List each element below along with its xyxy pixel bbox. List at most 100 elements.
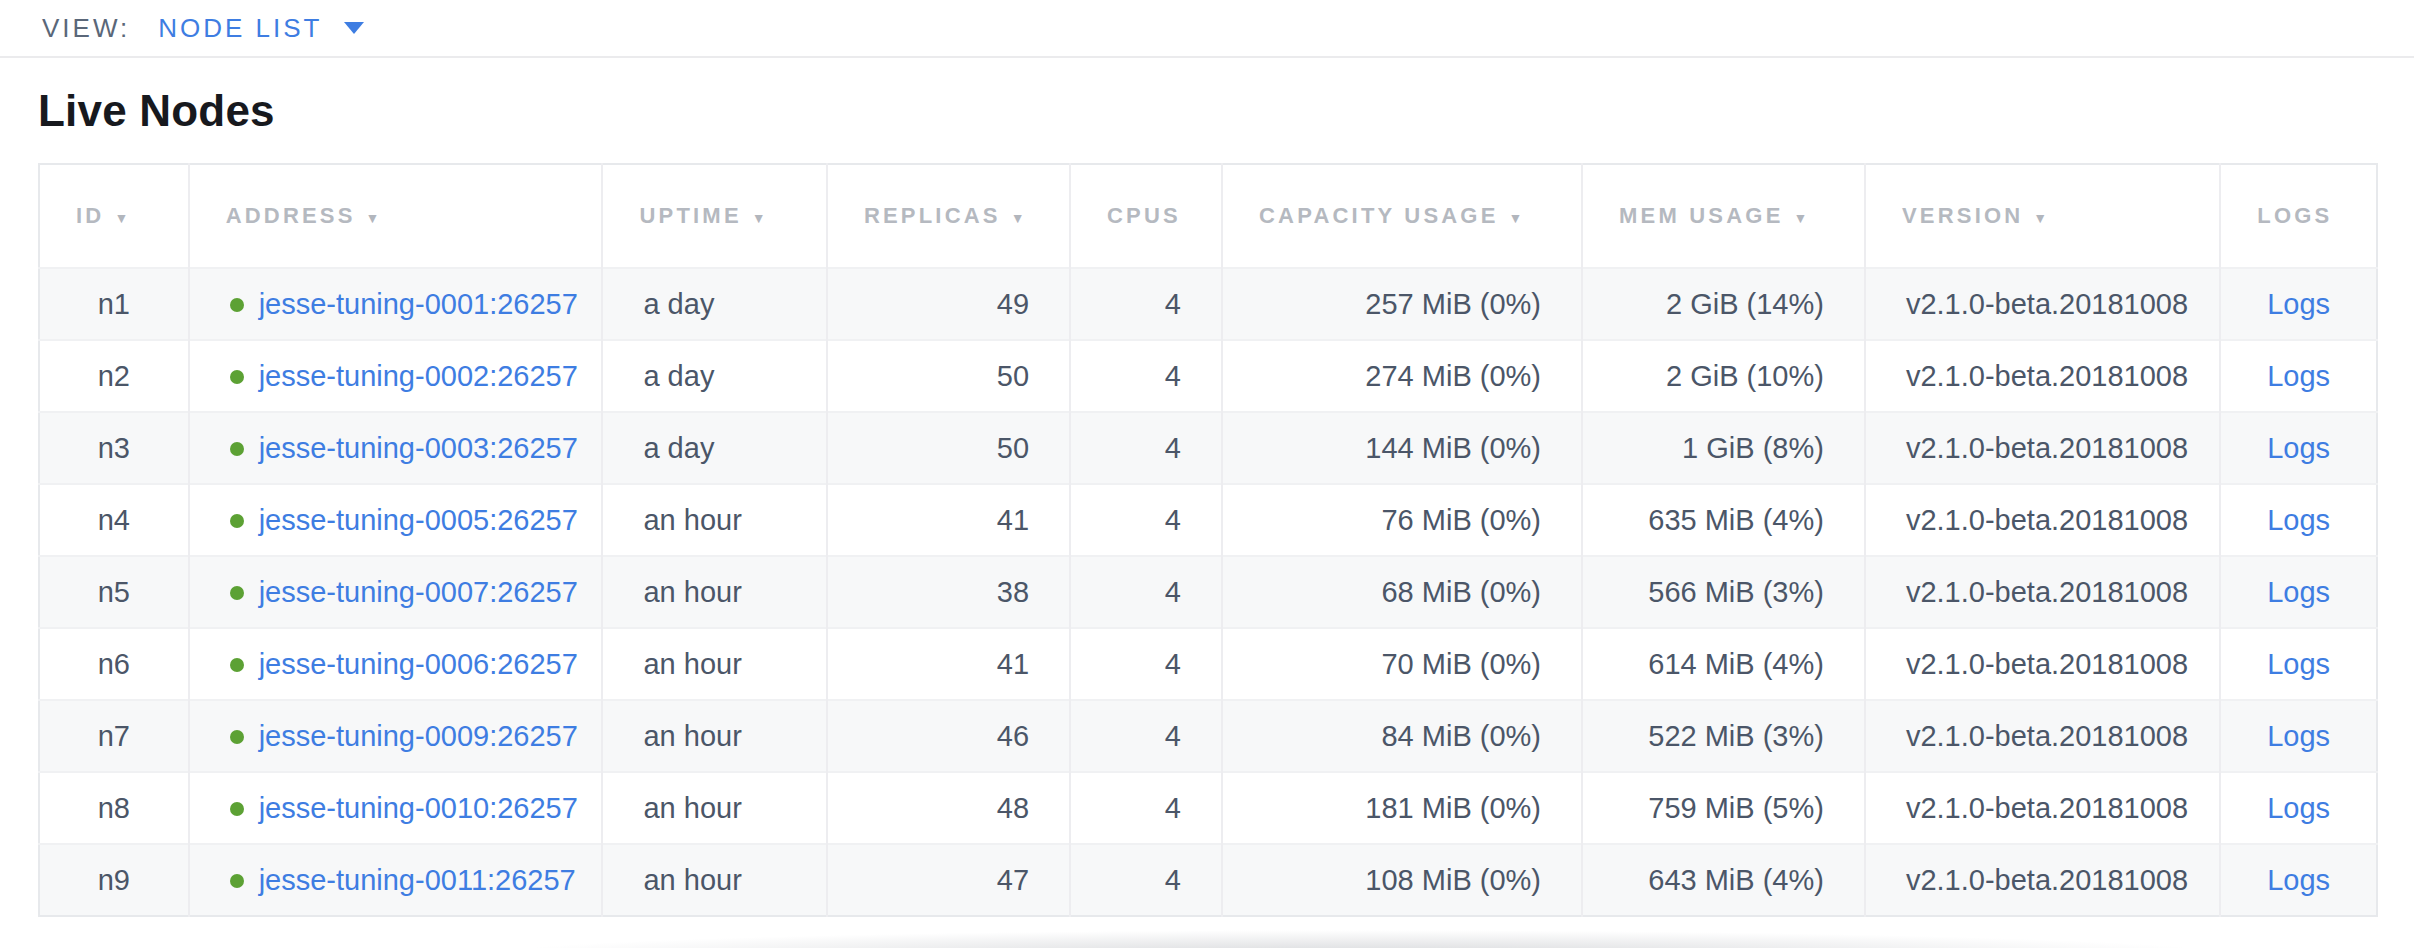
node-id-cell: n1 xyxy=(39,268,189,340)
node-logs-cell: Logs xyxy=(2220,844,2377,916)
sort-desc-icon xyxy=(2033,210,2050,226)
live-status-dot xyxy=(230,442,244,456)
node-replicas-cell: 41 xyxy=(827,484,1070,556)
node-mem-cell: 2 GiB (10%) xyxy=(1582,340,1865,412)
live-status-dot xyxy=(230,514,244,528)
column-header-label: VERSION xyxy=(1902,203,2023,228)
node-cpus-cell: 4 xyxy=(1070,484,1222,556)
node-address-link[interactable]: jesse-tuning-0002:26257 xyxy=(259,360,578,392)
node-address-link[interactable]: jesse-tuning-0001:26257 xyxy=(259,288,578,320)
node-logs-cell: Logs xyxy=(2220,412,2377,484)
node-mem-cell: 1 GiB (8%) xyxy=(1582,412,1865,484)
node-id-cell: n7 xyxy=(39,700,189,772)
node-address-cell: jesse-tuning-0001:26257 xyxy=(189,268,603,340)
node-address-link[interactable]: jesse-tuning-0005:26257 xyxy=(259,504,578,536)
node-cpus-cell: 4 xyxy=(1070,412,1222,484)
node-address-cell: jesse-tuning-0009:26257 xyxy=(189,700,603,772)
node-logs-link[interactable]: Logs xyxy=(2267,864,2330,896)
node-id-cell: n4 xyxy=(39,484,189,556)
node-version-cell: v2.1.0-beta.20181008 xyxy=(1865,340,2220,412)
node-logs-link[interactable]: Logs xyxy=(2267,360,2330,392)
node-cpus-cell: 4 xyxy=(1070,268,1222,340)
column-header-id[interactable]: ID xyxy=(39,164,189,268)
live-nodes-table-container: ID ADDRESS UPTIME REPLICAS CPUS CAPACITY… xyxy=(38,163,2378,917)
live-status-dot xyxy=(230,802,244,816)
column-header-capacity-usage[interactable]: CAPACITY USAGE xyxy=(1222,164,1582,268)
node-address-link[interactable]: jesse-tuning-0011:26257 xyxy=(259,864,576,896)
node-logs-link[interactable]: Logs xyxy=(2267,720,2330,752)
node-mem-cell: 566 MiB (3%) xyxy=(1582,556,1865,628)
node-logs-link[interactable]: Logs xyxy=(2267,288,2330,320)
node-logs-link[interactable]: Logs xyxy=(2267,576,2330,608)
column-header-address[interactable]: ADDRESS xyxy=(189,164,603,268)
node-capacity-cell: 84 MiB (0%) xyxy=(1222,700,1582,772)
view-label: VIEW: xyxy=(42,13,130,44)
node-address-cell: jesse-tuning-0003:26257 xyxy=(189,412,603,484)
node-version-cell: v2.1.0-beta.20181008 xyxy=(1865,628,2220,700)
node-uptime-cell: an hour xyxy=(602,484,826,556)
node-logs-cell: Logs xyxy=(2220,340,2377,412)
live-nodes-table: ID ADDRESS UPTIME REPLICAS CPUS CAPACITY… xyxy=(38,163,2378,917)
node-logs-link[interactable]: Logs xyxy=(2267,792,2330,824)
node-logs-link[interactable]: Logs xyxy=(2267,432,2330,464)
node-address-link[interactable]: jesse-tuning-0006:26257 xyxy=(259,648,578,680)
node-address-link[interactable]: jesse-tuning-0009:26257 xyxy=(259,720,578,752)
node-cpus-cell: 4 xyxy=(1070,772,1222,844)
column-header-label: MEM USAGE xyxy=(1619,203,1783,228)
node-version-cell: v2.1.0-beta.20181008 xyxy=(1865,772,2220,844)
node-capacity-cell: 144 MiB (0%) xyxy=(1222,412,1582,484)
node-replicas-cell: 49 xyxy=(827,268,1070,340)
node-mem-cell: 2 GiB (14%) xyxy=(1582,268,1865,340)
column-header-uptime[interactable]: UPTIME xyxy=(602,164,826,268)
column-header-label: REPLICAS xyxy=(864,203,1001,228)
node-version-cell: v2.1.0-beta.20181008 xyxy=(1865,412,2220,484)
view-dropdown[interactable]: NODE LIST xyxy=(158,13,322,44)
node-uptime-cell: an hour xyxy=(602,772,826,844)
node-id-cell: n8 xyxy=(39,772,189,844)
column-header-cpus[interactable]: CPUS xyxy=(1070,164,1222,268)
node-address-cell: jesse-tuning-0005:26257 xyxy=(189,484,603,556)
node-address-link[interactable]: jesse-tuning-0007:26257 xyxy=(259,576,578,608)
page-title: Live Nodes xyxy=(38,86,2414,136)
chevron-down-icon[interactable] xyxy=(344,22,364,34)
table-row: n7jesse-tuning-0009:26257an hour46484 Mi… xyxy=(39,700,2377,772)
node-logs-link[interactable]: Logs xyxy=(2267,648,2330,680)
node-replicas-cell: 47 xyxy=(827,844,1070,916)
node-address-link[interactable]: jesse-tuning-0003:26257 xyxy=(259,432,578,464)
node-replicas-cell: 38 xyxy=(827,556,1070,628)
node-capacity-cell: 68 MiB (0%) xyxy=(1222,556,1582,628)
table-row: n6jesse-tuning-0006:26257an hour41470 Mi… xyxy=(39,628,2377,700)
sort-desc-icon xyxy=(1509,210,1526,226)
node-capacity-cell: 76 MiB (0%) xyxy=(1222,484,1582,556)
table-row: n3jesse-tuning-0003:26257a day504144 MiB… xyxy=(39,412,2377,484)
sort-desc-icon xyxy=(1794,210,1811,226)
node-id-cell: n6 xyxy=(39,628,189,700)
column-header-mem-usage[interactable]: MEM USAGE xyxy=(1582,164,1865,268)
node-version-cell: v2.1.0-beta.20181008 xyxy=(1865,556,2220,628)
sort-desc-icon xyxy=(366,210,383,226)
node-id-cell: n5 xyxy=(39,556,189,628)
node-uptime-cell: an hour xyxy=(602,628,826,700)
sort-desc-icon xyxy=(752,210,769,226)
column-header-replicas[interactable]: REPLICAS xyxy=(827,164,1070,268)
node-cpus-cell: 4 xyxy=(1070,556,1222,628)
table-row: n5 jesse-tuning-0007:26257 an hour38468 Mi… xyxy=(39,556,2377,628)
sort-desc-icon xyxy=(1011,210,1028,226)
live-status-dot xyxy=(230,298,244,312)
live-status-dot xyxy=(230,586,244,600)
node-logs-cell: Logs xyxy=(2220,700,2377,772)
table-row: n9jesse-tuning-0011:26257an hour474108 M… xyxy=(39,844,2377,916)
node-logs-cell: Logs xyxy=(2220,484,2377,556)
node-logs-link[interactable]: Logs xyxy=(2267,504,2330,536)
node-version-cell: v2.1.0-beta.20181008 xyxy=(1865,484,2220,556)
node-uptime-cell: an hour xyxy=(602,700,826,772)
live-status-dot xyxy=(230,370,244,384)
column-header-label: LOGS xyxy=(2257,203,2332,228)
node-address-link[interactable]: jesse-tuning-0010:26257 xyxy=(259,792,578,824)
nodes-table-body: n1jesse-tuning-0001:26257a day494257 MiB… xyxy=(39,268,2377,916)
node-address-cell: jesse-tuning-0007:26257 xyxy=(189,556,603,628)
column-header-version[interactable]: VERSION xyxy=(1865,164,2220,268)
node-uptime-cell: an hour xyxy=(602,556,826,628)
column-header-label: ID xyxy=(76,203,104,228)
node-replicas-cell: 50 xyxy=(827,412,1070,484)
